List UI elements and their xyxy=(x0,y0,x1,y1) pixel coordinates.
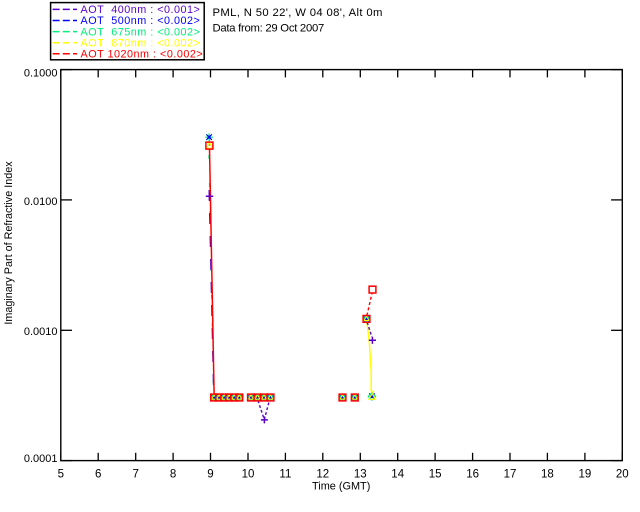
svg-text:9: 9 xyxy=(207,468,213,480)
svg-text:6: 6 xyxy=(95,468,101,480)
svg-text:15: 15 xyxy=(429,468,442,480)
svg-text:8: 8 xyxy=(170,468,176,480)
svg-text:19: 19 xyxy=(579,468,592,480)
svg-text:13: 13 xyxy=(354,468,367,480)
svg-text:16: 16 xyxy=(466,468,479,480)
svg-text:20: 20 xyxy=(616,468,629,480)
svg-text:AOT 400nm : <0.001>: AOT 400nm : <0.001> xyxy=(81,4,201,16)
svg-text:17: 17 xyxy=(504,468,517,480)
svg-text:PML, N 50 22', W 04 08', Alt 0: PML, N 50 22', W 04 08', Alt 0m xyxy=(213,7,383,19)
svg-text:14: 14 xyxy=(391,468,404,480)
svg-text:Data from: 29 Oct 2007: Data from: 29 Oct 2007 xyxy=(213,23,324,35)
svg-text:10: 10 xyxy=(242,468,255,480)
svg-text:Time (GMT): Time (GMT) xyxy=(312,481,370,493)
svg-text:11: 11 xyxy=(279,468,291,480)
svg-text:0.1000: 0.1000 xyxy=(24,67,58,79)
svg-text:12: 12 xyxy=(316,468,329,480)
svg-text:0.0001: 0.0001 xyxy=(24,453,58,465)
svg-text:AOT 1020nm : <0.002>: AOT 1020nm : <0.002> xyxy=(81,49,204,61)
svg-text:5: 5 xyxy=(58,468,64,480)
svg-text:AOT 675nm : <0.002>: AOT 675nm : <0.002> xyxy=(81,26,201,38)
svg-text:0.0100: 0.0100 xyxy=(24,196,58,208)
svg-text:AOT 500nm : <0.002>: AOT 500nm : <0.002> xyxy=(81,15,201,27)
svg-text:AOT 870nm : <0.002>: AOT 870nm : <0.002> xyxy=(81,37,201,49)
svg-text:7: 7 xyxy=(132,468,138,480)
svg-text:Imaginary Part of Refractive I: Imaginary Part of Refractive Index xyxy=(3,161,15,325)
svg-text:18: 18 xyxy=(541,468,554,480)
svg-text:0.0010: 0.0010 xyxy=(24,326,58,338)
